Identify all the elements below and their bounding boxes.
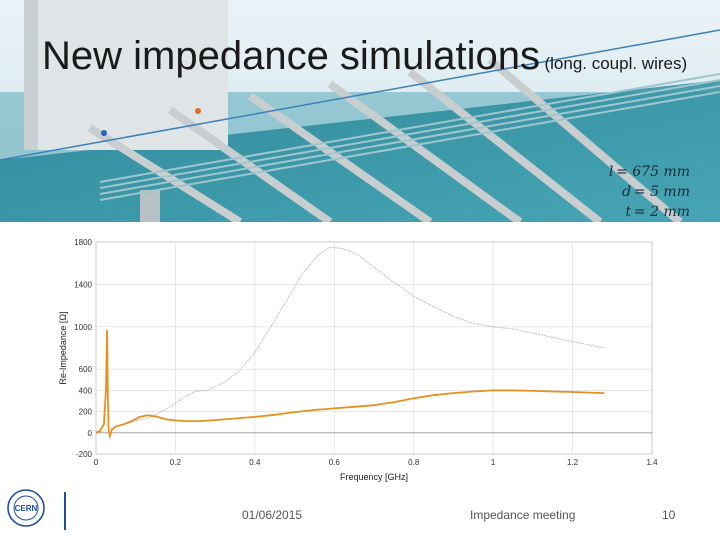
slide-title-subtitle: (long. coupl. wires) (544, 54, 688, 73)
y-tick-label: 1000 (74, 323, 92, 332)
slide-title-main: New impedance simulations (42, 34, 541, 78)
cern-logo: CERN (6, 488, 46, 528)
y-tick-label: 400 (79, 386, 93, 395)
param-diameter: d = 5 mm (622, 184, 690, 200)
x-tick-label: 0.4 (249, 458, 261, 467)
x-tick-label: 1.4 (646, 458, 658, 467)
impedance-chart: 0 0.2 0.4 0.6 0.8 1 1.2 1.4 -200 0 200 400 600 1000 14… (56, 232, 666, 484)
footer-date: 01/06/2015 (242, 508, 303, 522)
x-tick-label: 0.6 (329, 458, 341, 467)
y-tick-label: 1800 (74, 238, 92, 247)
y-tick-label: -200 (76, 450, 93, 459)
plot-area (95, 241, 653, 455)
x-tick-label: 0.8 (408, 458, 420, 467)
series-line-orange (95, 329, 605, 440)
x-tick-label: 0 (94, 458, 99, 467)
impedance-chart-svg: 0 0.2 0.4 0.6 0.8 1 1.2 1.4-2000200400600100014… (58, 238, 658, 482)
y-tick-label: 0 (88, 429, 93, 438)
x-tick-label: 1.2 (567, 458, 579, 467)
param-thickness: t = 2 mm (625, 204, 690, 220)
slide-title: New impedance simulations (long. coupl. … (42, 34, 687, 79)
svg-text:CERN: CERN (15, 504, 38, 513)
y-tick-label: 600 (79, 365, 93, 374)
footer-meeting: Impedance meeting (470, 508, 576, 522)
series-line-gray (95, 246, 605, 434)
y-axis-label: Re-Impedance [Ω] (58, 311, 68, 384)
y-tick-label: 200 (79, 408, 93, 417)
y-tick-label: 1400 (74, 280, 92, 289)
param-length: l = 675 mm (608, 164, 690, 180)
simulation-render-banner (0, 0, 720, 222)
logo-divider (64, 492, 66, 530)
x-tick-label: 1 (491, 458, 496, 467)
x-tick-label: 0.2 (170, 458, 182, 467)
page-number: 10 (662, 508, 676, 522)
x-axis-label: Frequency [GHz] (340, 472, 408, 482)
